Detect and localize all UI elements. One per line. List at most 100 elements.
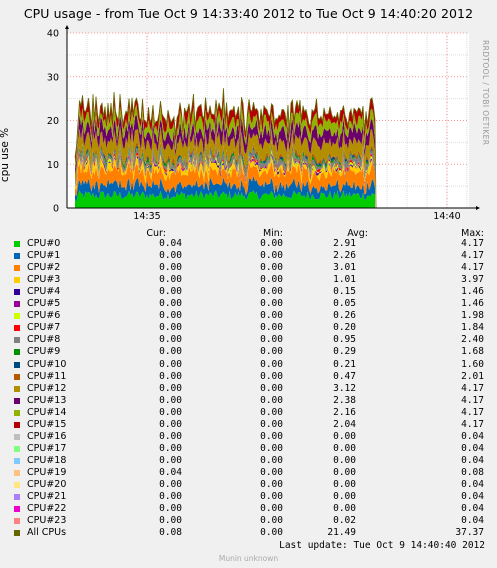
legend-row: CPU#19 0.04 0.00 0.00 0.08 <box>0 467 497 479</box>
legend-swatch <box>14 301 20 308</box>
legend-row: CPU#9 0.00 0.00 0.29 1.68 <box>0 346 497 358</box>
y-axis-arrow <box>65 25 69 29</box>
legend-row: CPU#17 0.00 0.00 0.00 0.04 <box>0 443 497 455</box>
legend-cur: 0.00 <box>159 346 182 358</box>
y-tick-label: 30 <box>47 72 59 83</box>
legend-avg: 0.00 <box>333 479 356 490</box>
legend-cur: 0.00 <box>159 418 182 430</box>
legend-row: CPU#11 0.00 0.00 0.47 2.01 <box>0 371 497 383</box>
area-cpu-1 <box>75 175 375 202</box>
legend-avg: 0.00 <box>333 503 356 515</box>
legend-max: 4.17 <box>461 394 484 406</box>
legend-min: 0.00 <box>260 491 283 503</box>
legend-series-name: CPU#10 <box>27 358 67 370</box>
legend-min: 0.00 <box>260 274 283 286</box>
legend-series-name: CPU#23 <box>27 515 67 527</box>
legend-series-name: CPU#2 <box>27 262 61 274</box>
y-tick-label: 10 <box>47 160 59 171</box>
legend-swatch <box>14 494 20 501</box>
legend-max: 0.04 <box>461 430 484 442</box>
legend-avg: 2.38 <box>333 394 356 406</box>
legend-cur: 0.08 <box>159 527 182 539</box>
legend-max: 3.97 <box>461 274 484 286</box>
area-cpu-4 <box>75 152 375 188</box>
legend-cur: 0.00 <box>159 298 182 310</box>
legend-min: 0.00 <box>260 406 283 418</box>
legend-swatch <box>14 433 20 440</box>
area-cpu-6 <box>75 149 375 188</box>
chart-title: CPU usage - from Tue Oct 9 14:33:40 2012… <box>23 6 474 21</box>
legend-max: 4.17 <box>461 406 484 418</box>
legend-min: 0.00 <box>260 286 283 298</box>
legend-cur: 0.00 <box>159 442 182 454</box>
legend-series-name: CPU#4 <box>27 286 61 298</box>
legend-swatch <box>14 506 20 513</box>
legend-swatch <box>14 421 20 428</box>
legend-avg: 2.16 <box>333 406 356 418</box>
legend-series-name: CPU#21 <box>27 491 67 503</box>
legend-swatch <box>14 253 20 260</box>
legend-row: CPU#20 0.00 0.00 0.00 0.04 <box>0 479 497 491</box>
legend-avg: 0.05 <box>333 298 356 310</box>
legend-avg: 0.15 <box>333 286 356 298</box>
legend-max: 0.04 <box>461 491 484 503</box>
legend-row: CPU#2 0.00 0.00 3.01 4.17 <box>0 262 497 274</box>
legend-min: 0.00 <box>260 382 283 394</box>
legend-cur: 0.00 <box>159 382 182 394</box>
legend-min: 0.00 <box>260 310 283 322</box>
legend-swatch <box>14 530 20 537</box>
legend-max: 0.08 <box>461 466 484 478</box>
legend-series-name: CPU#15 <box>27 418 67 430</box>
area-cpu-15 <box>75 88 375 164</box>
legend-avg: 0.29 <box>333 346 356 358</box>
y-tick-label: 20 <box>47 116 59 127</box>
legend-row: CPU#1 0.00 0.00 2.26 4.17 <box>0 250 497 262</box>
legend-avg: 2.04 <box>333 418 356 430</box>
legend-row: CPU#23 0.00 0.00 0.02 0.04 <box>0 515 497 527</box>
x-tick-label: 14:40 <box>433 211 460 222</box>
legend-max: 1.68 <box>461 346 484 358</box>
legend-min: 0.00 <box>260 370 283 382</box>
legend-swatch <box>14 265 20 272</box>
legend-row: CPU#0 0.04 0.00 2.91 4.17 <box>0 238 497 250</box>
legend-max: 4.17 <box>461 382 484 394</box>
legend-row: CPU#3 0.00 0.00 1.01 3.97 <box>0 274 497 286</box>
legend-max: 1.46 <box>461 298 484 310</box>
legend-max: 1.60 <box>461 358 484 370</box>
legend-min: 0.00 <box>260 346 283 358</box>
legend-swatch <box>14 409 20 416</box>
legend-avg: 0.00 <box>333 442 356 454</box>
legend-row: CPU#6 0.00 0.00 0.26 1.98 <box>0 310 497 322</box>
legend-swatch <box>14 289 20 296</box>
legend-avg: 0.00 <box>333 430 356 442</box>
legend-swatch <box>14 445 20 452</box>
legend-row: CPU#10 0.00 0.00 0.21 1.60 <box>0 359 497 371</box>
legend-series-name: CPU#3 <box>27 274 61 286</box>
header-avg: Avg: <box>347 228 368 239</box>
legend-series-name: CPU#11 <box>27 370 67 382</box>
y-tick-label: 40 <box>47 29 59 40</box>
legend-row: CPU#12 0.00 0.00 3.12 4.17 <box>0 383 497 395</box>
legend-min: 0.00 <box>260 262 283 274</box>
legend-cur: 0.00 <box>159 394 182 406</box>
legend-max: 1.98 <box>461 310 484 322</box>
legend-series-name: CPU#0 <box>27 238 61 249</box>
legend-cur: 0.00 <box>159 310 182 322</box>
legend-avg: 0.20 <box>333 322 356 334</box>
legend-min: 0.00 <box>260 358 283 370</box>
legend-row: CPU#4 0.00 0.00 0.15 1.46 <box>0 286 497 298</box>
legend-avg: 0.02 <box>333 515 356 527</box>
legend-series-name: CPU#7 <box>27 322 61 334</box>
legend-min: 0.00 <box>260 334 283 346</box>
legend-cur: 0.00 <box>159 250 182 262</box>
area-all-cpus-line <box>74 88 469 209</box>
legend-max: 0.04 <box>461 442 484 454</box>
legend-max: 1.46 <box>461 286 484 298</box>
legend-swatch <box>14 337 20 344</box>
legend-avg: 3.12 <box>333 382 356 394</box>
legend-min: 0.00 <box>260 394 283 406</box>
legend-row: CPU#16 0.00 0.00 0.00 0.04 <box>0 431 497 443</box>
cpu-usage-chart: 0 10 20 30 40 14:35 14:40 <box>47 25 480 222</box>
legend-series-name: CPU#19 <box>27 466 67 478</box>
area-cpu-8 <box>75 146 375 186</box>
